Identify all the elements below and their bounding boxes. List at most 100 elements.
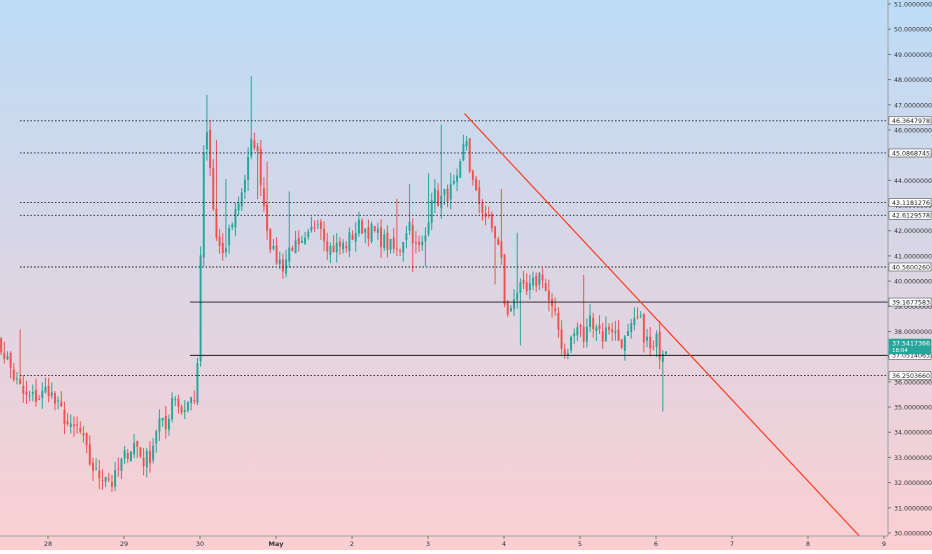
candle-body: [639, 315, 642, 317]
candle-body: [376, 228, 379, 233]
candle-body: [95, 468, 98, 470]
y-tick-label: 50.0000000: [894, 27, 932, 34]
level-price-label: 45.0868745: [888, 148, 932, 158]
candle-body: [319, 221, 322, 229]
candle-body: [28, 395, 31, 397]
y-tick-label: 38.0000000: [894, 329, 932, 336]
candle-body: [557, 312, 560, 330]
level-price-label-box: [888, 262, 932, 272]
candle-body: [487, 214, 490, 217]
candle-body: [19, 378, 22, 385]
y-tick-label: 48.0000000: [894, 77, 932, 84]
candle-body: [66, 421, 69, 424]
candle-body: [408, 221, 411, 231]
candle-body: [323, 228, 326, 242]
candle-body: [243, 179, 246, 193]
level-price-label: 40.5600260: [888, 262, 932, 272]
level-price-label-box: [888, 198, 932, 207]
current-price-label-text: 37.5417366: [892, 340, 930, 347]
candle-body: [221, 242, 224, 254]
x-tick-label: May: [269, 540, 285, 548]
candle-body: [392, 237, 395, 249]
candle-body: [256, 146, 259, 152]
candle-body: [513, 299, 516, 309]
candle-body: [85, 433, 88, 446]
candle-body: [608, 326, 611, 330]
candle-body: [171, 397, 174, 420]
candle-body: [278, 259, 281, 265]
candle-body: [389, 238, 392, 250]
candle-body: [297, 237, 300, 245]
candle-body: [310, 226, 313, 231]
candle-body: [456, 175, 459, 182]
x-tick-label: 2: [350, 540, 354, 548]
x-tick-label: 4: [502, 540, 506, 548]
y-tick-label: 46.0000000: [894, 127, 932, 134]
candle-body: [98, 470, 101, 479]
candle-body: [69, 423, 72, 427]
candle-body: [433, 188, 436, 204]
candle-body: [354, 233, 357, 242]
y-tick-label: 40.0000000: [894, 279, 932, 286]
candle-body: [655, 333, 658, 347]
y-tick-label: 42.0000000: [894, 228, 932, 235]
candle-body: [250, 138, 253, 157]
candle-body: [300, 240, 303, 243]
level-price-label: 36.2503660: [888, 371, 932, 380]
candle-body: [373, 226, 376, 231]
candle-body: [446, 188, 449, 202]
candle-body: [234, 209, 237, 228]
y-tick-label: 47.0000000: [894, 102, 932, 109]
x-tick-label: 28: [44, 540, 52, 548]
candle-body: [326, 241, 329, 252]
candle-body: [579, 325, 582, 328]
candle-body: [224, 248, 227, 253]
y-tick-label: 41.0000000: [894, 253, 932, 260]
x-tick-label: 9: [882, 540, 886, 548]
candle-body: [164, 415, 167, 430]
candle-body: [519, 282, 522, 293]
candle-body: [357, 219, 360, 234]
y-tick-label: 49.0000000: [894, 52, 932, 59]
candle-body: [636, 316, 639, 318]
candle-body: [307, 231, 310, 237]
candle-body: [114, 469, 117, 487]
candle-body: [661, 353, 664, 362]
x-tick-label: 5: [578, 540, 582, 548]
level-price-label-box: [888, 371, 932, 380]
level-price-label-box: [888, 210, 932, 220]
candle-body: [41, 390, 44, 398]
candle-body: [582, 326, 585, 342]
candle-body: [338, 241, 341, 247]
candle-body: [177, 398, 180, 407]
candle-body: [497, 238, 500, 245]
candle-body: [107, 478, 110, 480]
candle-body: [560, 329, 563, 349]
candle-body: [380, 227, 383, 248]
candle-body: [585, 326, 588, 342]
trend-line[interactable]: [464, 113, 861, 538]
candle-body: [402, 242, 405, 253]
candle-body: [576, 327, 579, 336]
candle-body: [604, 327, 607, 342]
candle-body: [158, 418, 161, 432]
candle-body: [522, 279, 525, 284]
candle-body: [566, 352, 569, 355]
candle-body: [516, 292, 519, 301]
candle-body: [459, 161, 462, 178]
level-price-label-text: 42.6129578: [892, 213, 930, 220]
candle-body: [22, 385, 25, 394]
candle-body: [437, 190, 440, 206]
candle-body: [573, 333, 576, 337]
candle-body: [82, 433, 85, 436]
candle-body: [285, 259, 288, 274]
candle-body: [528, 282, 531, 291]
candle-body: [370, 224, 373, 242]
candle-body: [174, 398, 177, 400]
candle-body: [351, 234, 354, 240]
candle-body: [136, 440, 139, 447]
